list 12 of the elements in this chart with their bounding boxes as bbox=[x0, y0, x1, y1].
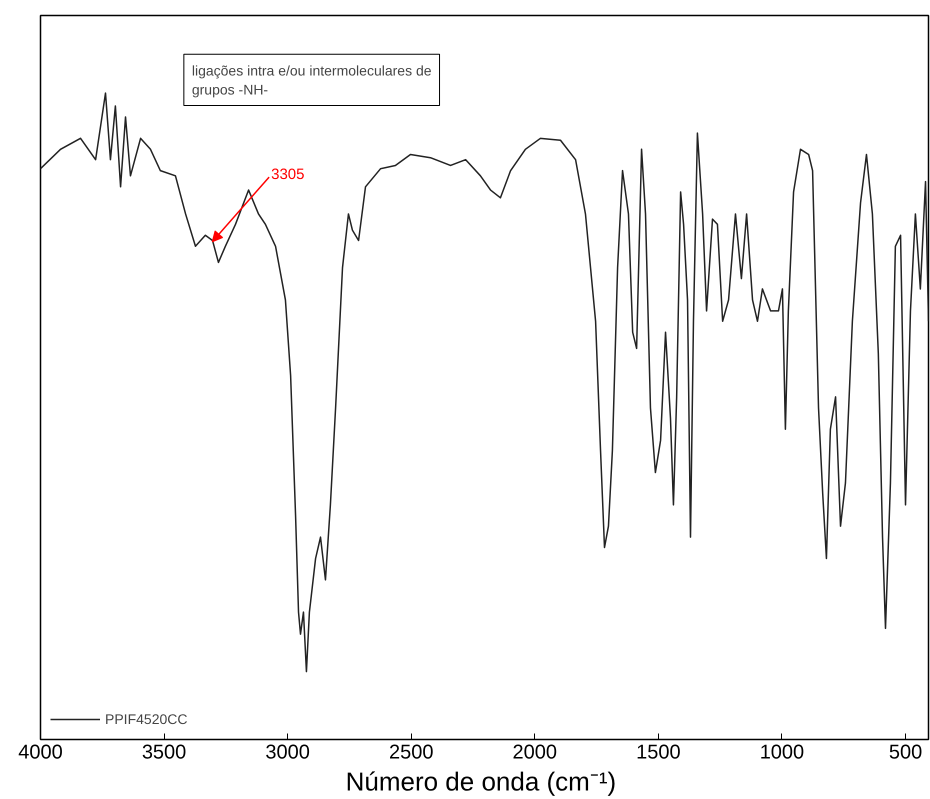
x-axis-title: Número de onda (cm⁻¹) bbox=[346, 766, 616, 796]
legend-label: PPIF4520CC bbox=[105, 711, 188, 727]
x-tick-label: 3000 bbox=[265, 742, 310, 764]
x-tick-label: 4000 bbox=[18, 742, 63, 764]
x-tick-label: 3500 bbox=[142, 742, 186, 764]
x-tick-label: 500 bbox=[888, 742, 922, 764]
x-tick-label: 1500 bbox=[636, 742, 681, 764]
annotation: 3305 bbox=[271, 166, 304, 184]
annotation: ligações intra e/ou intermoleculares de grupos -NH- bbox=[192, 62, 432, 98]
x-tick-label: 1000 bbox=[760, 742, 804, 764]
x-tick-label: 2500 bbox=[388, 742, 434, 764]
x-tick-label: 2000 bbox=[512, 742, 558, 764]
